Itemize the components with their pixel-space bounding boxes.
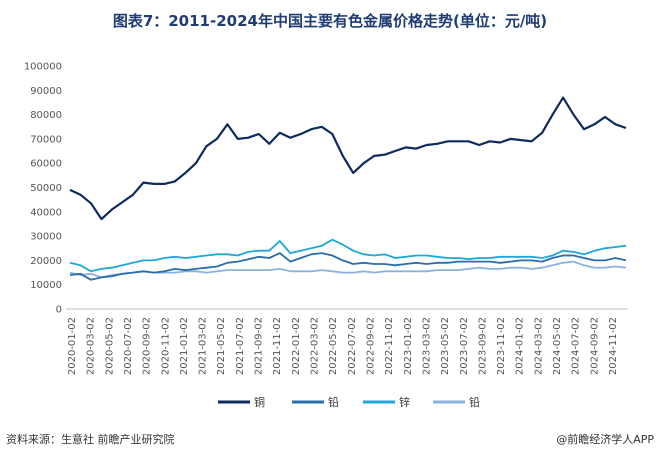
x-tick-label: 2024-09-02 (589, 317, 600, 375)
x-tick-label: 2020-07-02 (123, 317, 134, 375)
y-tick-label: 20000 (30, 256, 62, 267)
x-tick-label: 2023-03-02 (421, 317, 432, 375)
x-tick-label: 2023-01-02 (403, 317, 414, 375)
series-line-3 (69, 260, 627, 279)
x-tick-label: 2020-05-02 (104, 317, 115, 375)
x-tick-label: 2020-03-02 (86, 317, 97, 375)
x-tick-label: 2022-09-02 (365, 317, 376, 375)
x-tick-label: 2023-05-02 (440, 317, 451, 375)
x-axis: 2020-01-02 2020-03-02 2020-05-02 2020-07-02… (66, 308, 628, 375)
x-tick-label: 2023-09-02 (477, 317, 488, 375)
x-tick-label: 2023-11-02 (496, 317, 507, 375)
x-tick-label: 2021-01-02 (179, 317, 190, 375)
x-tick-label: 2021-11-02 (272, 317, 283, 375)
brand-credit: @前瞻经济学人APP (556, 433, 654, 446)
legend-label: 锌 (399, 395, 410, 409)
x-tick-label: 2024-01-02 (515, 317, 526, 375)
x-tick-label: 2021-03-02 (198, 317, 209, 375)
legend: 铜铅锌铅 (218, 395, 480, 409)
y-tick-label: 70000 (30, 134, 62, 145)
legend-label: 铅 (328, 395, 339, 409)
x-tick-label: 2024-07-02 (571, 317, 582, 375)
x-tick-label: 2020-09-02 (142, 317, 153, 375)
y-tick-label: 40000 (30, 207, 62, 218)
x-tick-label: 2024-05-02 (552, 317, 563, 375)
legend-label: 铜 (254, 395, 265, 409)
series-layer (69, 96, 627, 281)
x-tick-label: 2021-05-02 (216, 317, 227, 375)
x-tick-label: 2020-01-02 (67, 317, 78, 375)
x-tick-label: 2020-11-02 (160, 317, 171, 375)
series-line-2 (69, 238, 627, 273)
series-line-0 (69, 96, 627, 221)
y-tick-label: 50000 (30, 183, 62, 194)
x-tick-label: 2021-09-02 (254, 317, 265, 375)
legend-label: 铅 (469, 395, 480, 409)
y-tick-label: 60000 (30, 159, 62, 170)
x-tick-label: 2022-11-02 (384, 317, 395, 375)
x-tick-label: 2022-05-02 (328, 317, 339, 375)
x-tick-label: 2021-07-02 (235, 317, 246, 375)
chart-title: 图表7：2011-2024年中国主要有色金属价格走势(单位：元/吨) (112, 12, 548, 30)
x-tick-label: 2024-03-02 (533, 317, 544, 375)
y-tick-label: 30000 (30, 232, 62, 243)
x-tick-label: 2022-03-02 (310, 317, 321, 375)
y-tick-label: 90000 (30, 86, 62, 97)
y-tick-label: 10000 (30, 280, 62, 291)
y-tick-label: 0 (56, 305, 62, 316)
x-tick-label: 2024-11-02 (608, 317, 619, 375)
y-tick-label: 100000 (24, 62, 62, 73)
y-axis: 0 10000 20000 30000 40000 50000 60000 70000 8000… (24, 62, 62, 316)
source-note: 资料来源：生意社 前瞻产业研究院 (6, 433, 175, 446)
series-line-1 (69, 252, 627, 281)
x-tick-label: 2023-07-02 (459, 317, 470, 375)
x-tick-label: 2022-07-02 (347, 317, 358, 375)
x-tick-label: 2022-01-02 (291, 317, 302, 375)
y-tick-label: 80000 (30, 110, 62, 121)
